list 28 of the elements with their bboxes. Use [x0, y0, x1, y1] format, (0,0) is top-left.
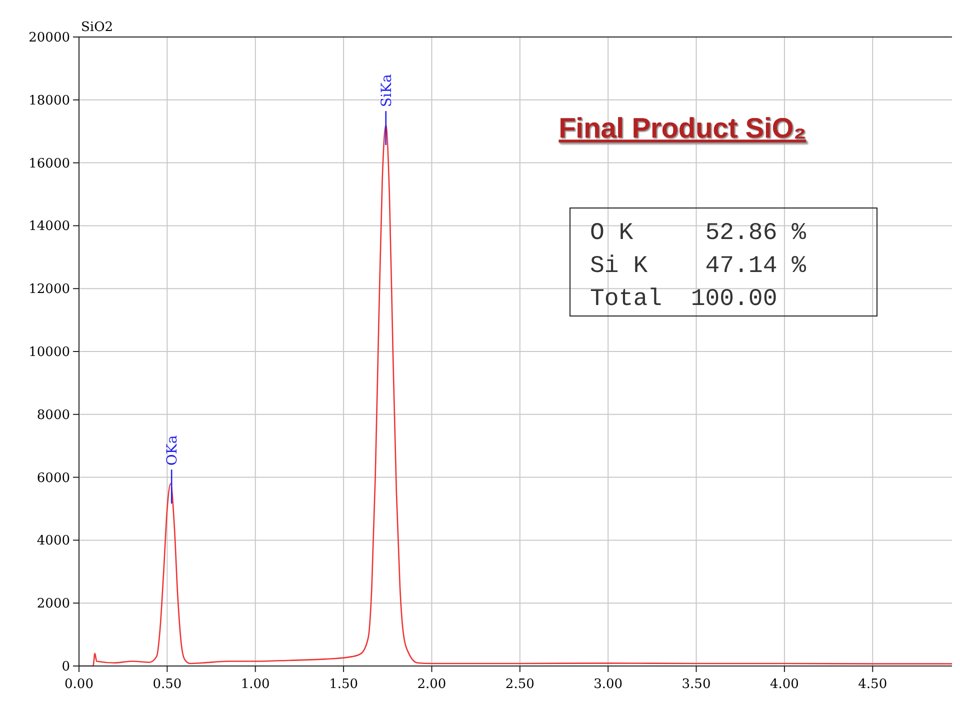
y-tick-label: 20000: [28, 30, 70, 46]
x-tick-label: 0.00: [64, 677, 94, 692]
x-tick-label: 4.50: [858, 677, 888, 692]
y-tick-label: 4000: [36, 534, 70, 549]
x-tick-label: 3.00: [594, 677, 623, 692]
x-tick-label: 1.50: [329, 677, 358, 692]
chart-title: SiO2: [81, 20, 113, 35]
text: Final Product SiO₂: [558, 112, 806, 144]
x-tick-label: 4.00: [770, 677, 799, 692]
y-tick-label: 12000: [28, 282, 70, 298]
annotation: SiKa: [378, 74, 395, 108]
x-tick-label: 1.00: [240, 677, 270, 692]
y-tick-label: 6000: [36, 470, 70, 486]
y-tick-label: 0: [62, 660, 70, 674]
annotation: Si K 47.14 %: [590, 253, 807, 280]
x-tick-label: 2.00: [417, 677, 446, 692]
x-tick-label: 0.50: [152, 677, 182, 692]
x-tick-label: 2.50: [505, 677, 534, 692]
y-tick-label: 10000: [28, 345, 70, 360]
annotation: Total 100.00: [590, 286, 778, 313]
x-tick-label: 3.50: [682, 677, 711, 692]
y-tick-label: 18000: [28, 93, 70, 108]
y-tick-label: 8000: [36, 408, 70, 423]
y-tick-label: 14000: [28, 219, 70, 234]
y-tick-label: 2000: [36, 596, 70, 612]
annotation: OKa: [164, 435, 181, 466]
annotation: O K 52.86 %: [590, 220, 807, 247]
y-tick-label: 16000: [28, 156, 70, 172]
